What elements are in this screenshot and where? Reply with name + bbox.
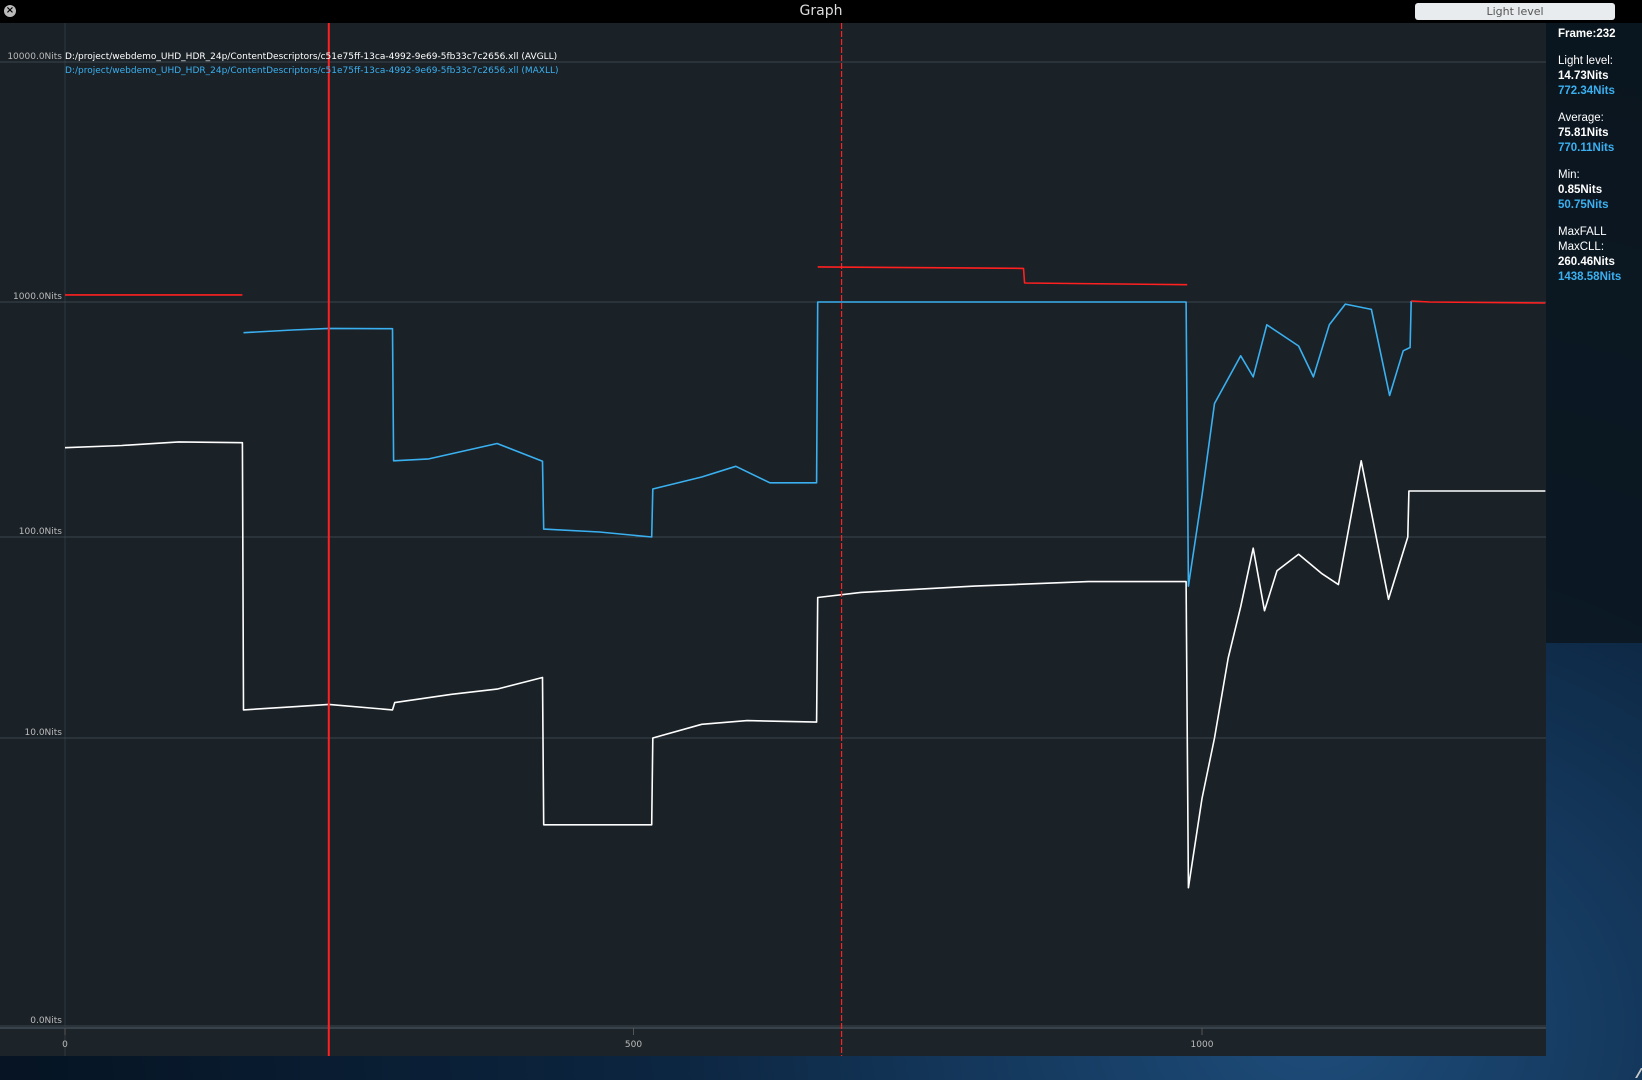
series-line-avgll [64,441,1546,889]
y-tick-label: 100.0Nits [19,527,63,537]
x-tick-label: 500 [625,1040,642,1050]
light-level-avg: 14.73Nits [1558,70,1609,82]
min-avg: 0.85Nits [1558,184,1603,196]
stats-sidebar: Frame:232 Light level: 14.73Nits 772.34N… [1546,23,1642,643]
legend-avgll: D:/project/webdemo_UHD_HDR_24p/ContentDe… [65,52,558,62]
average-avg: 75.81Nits [1558,127,1609,139]
close-icon[interactable]: × [4,5,16,17]
min-label: Min: [1558,169,1580,181]
average-max: 770.11Nits [1558,142,1615,154]
legend: D:/project/webdemo_UHD_HDR_24p/ContentDe… [65,50,559,78]
legend-maxll: D:/project/webdemo_UHD_HDR_24p/ContentDe… [65,66,559,76]
maxcll-label: MaxCLL: [1558,241,1605,253]
min-max: 50.75Nits [1558,199,1609,211]
graph-area[interactable]: 10000.0Nits 1000.0Nits 100.0Nits 10.0Nits 0.… [0,23,1546,1056]
maxfall-value: 260.46Nits [1558,256,1615,268]
graph-plot[interactable]: 10000.0Nits 1000.0Nits 100.0Nits 10.0Nits 0.… [0,23,1546,1056]
maxcll-value: 1438.58Nits [1558,271,1622,283]
y-tick-label: 1000.0Nits [13,292,62,302]
y-tick-label: 10.0Nits [25,728,63,738]
y-tick-label: 0.0Nits [30,1016,62,1026]
light-level-mode-button[interactable]: Light level [1415,3,1615,20]
series-line-overlay-2 [65,266,1546,304]
title-bar: × Graph Light level [0,0,1642,23]
maxfall-label: MaxFALL [1558,226,1607,238]
x-axis-strip [0,1029,1546,1056]
y-tick-label: 10000.0Nits [7,52,62,62]
light-level-label: Light level: [1558,55,1613,67]
light-level-max: 772.34Nits [1558,85,1615,97]
x-tick-label: 1000 [1191,1040,1214,1050]
x-tick-label: 0 [62,1040,68,1050]
frame-readout: Frame:232 [1558,28,1616,40]
average-label: Average: [1558,112,1604,124]
window-title: Graph [799,3,843,19]
series-line-maxll [243,300,1412,587]
